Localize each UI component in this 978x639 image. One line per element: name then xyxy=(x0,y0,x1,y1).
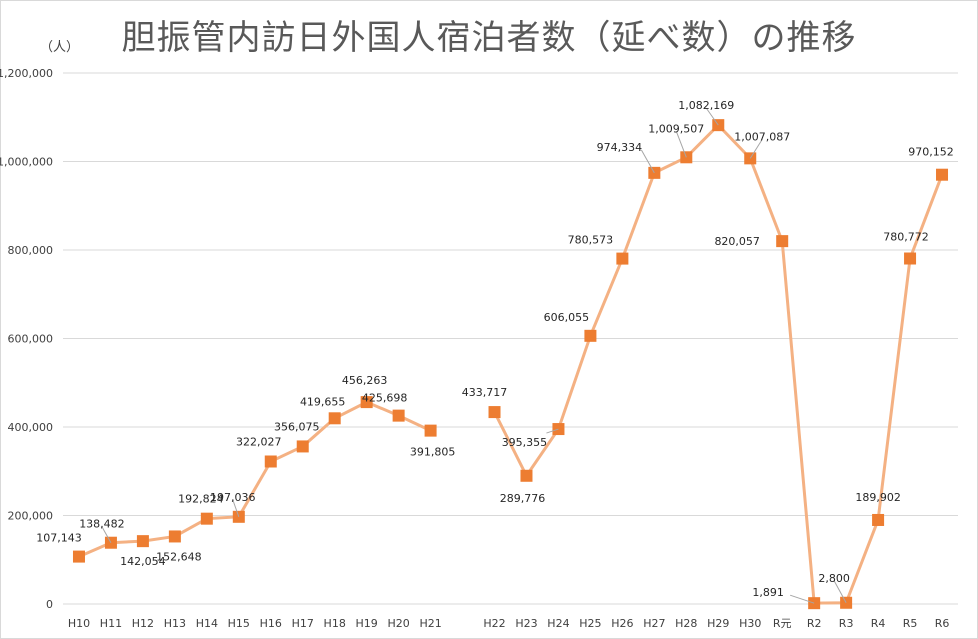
x-tick-label: H12 xyxy=(132,617,154,630)
data-point xyxy=(904,252,917,265)
x-tick-label: H26 xyxy=(611,617,633,630)
x-tick-label: H14 xyxy=(196,617,218,630)
data-label: 606,055 xyxy=(544,311,590,324)
data-point xyxy=(584,329,597,342)
data-point xyxy=(296,440,309,453)
data-label: 189,902 xyxy=(855,491,901,504)
x-tick-label: H20 xyxy=(387,617,409,630)
data-label: 197,036 xyxy=(210,491,256,504)
y-tick-label: 400,000 xyxy=(8,421,54,434)
label-leader xyxy=(790,594,815,604)
x-tick-label: R4 xyxy=(871,617,886,630)
data-point xyxy=(264,455,277,468)
data-label: 391,805 xyxy=(410,446,456,459)
label-leader xyxy=(640,149,655,174)
data-label: 425,698 xyxy=(362,392,408,405)
x-tick-label: H17 xyxy=(292,617,314,630)
x-tick-label: H18 xyxy=(324,617,346,630)
x-tick-label: R3 xyxy=(839,617,854,630)
data-label: 192,824 xyxy=(178,493,224,506)
data-label: 974,334 xyxy=(597,141,643,154)
chart-title: 胆振管内訪日外国人宿泊者数（延べ数）の推移 xyxy=(121,18,857,58)
x-tick-label: H10 xyxy=(68,617,90,630)
data-point xyxy=(328,412,341,425)
data-label: 395,355 xyxy=(502,436,548,449)
data-label: 433,717 xyxy=(462,386,508,399)
data-label: 138,482 xyxy=(79,518,125,531)
x-tick-label: H11 xyxy=(100,617,122,630)
data-label: 1,082,169 xyxy=(678,99,734,112)
data-point xyxy=(72,550,85,563)
data-label: 356,075 xyxy=(274,420,320,433)
x-tick-label: H13 xyxy=(164,617,186,630)
data-label: 142,054 xyxy=(120,555,166,568)
x-tick-label: R2 xyxy=(807,617,822,630)
x-tick-label: R5 xyxy=(903,617,918,630)
data-label: 1,891 xyxy=(752,586,784,599)
data-point xyxy=(776,235,789,248)
data-label: 780,573 xyxy=(568,234,614,247)
x-tick-label: H29 xyxy=(707,617,729,630)
x-tick-label: H15 xyxy=(228,617,250,630)
series-line xyxy=(78,400,432,558)
x-tick-label: R元 xyxy=(773,617,792,630)
x-tick-label: H28 xyxy=(675,617,697,630)
x-tick-label: H21 xyxy=(419,617,441,630)
data-point xyxy=(200,512,213,525)
y-tick-label: 1,000,000 xyxy=(0,156,53,169)
data-label: 970,152 xyxy=(908,146,954,159)
x-tick-label: H27 xyxy=(643,617,665,630)
x-tick-label: H24 xyxy=(547,617,569,630)
data-point xyxy=(488,406,501,419)
data-point xyxy=(360,396,373,409)
x-tick-label: H30 xyxy=(739,617,761,630)
data-label: 289,776 xyxy=(500,492,546,505)
data-point xyxy=(424,424,437,437)
data-label: 152,648 xyxy=(156,550,202,563)
data-point xyxy=(520,469,533,482)
data-label: 322,027 xyxy=(236,436,282,449)
data-point xyxy=(392,409,405,422)
data-point xyxy=(872,513,885,526)
y-tick-label: 200,000 xyxy=(8,510,54,523)
label-leader xyxy=(546,428,559,434)
data-label: 820,057 xyxy=(714,235,760,248)
data-label: 1,007,087 xyxy=(734,130,790,143)
data-label: 107,143 xyxy=(36,532,82,545)
data-point xyxy=(616,252,629,265)
x-tick-label: H16 xyxy=(260,617,282,630)
label-leader xyxy=(749,139,763,159)
data-label: 419,655 xyxy=(300,395,346,408)
x-tick-label: H25 xyxy=(579,617,601,630)
y-tick-label: 0 xyxy=(46,598,53,611)
data-label: 780,772 xyxy=(883,231,929,244)
x-tick-label: R6 xyxy=(935,617,950,630)
label-leader xyxy=(833,580,847,604)
y-unit-label: （人） xyxy=(40,40,80,55)
data-point xyxy=(136,535,149,548)
label-leader xyxy=(675,131,687,158)
y-tick-label: 800,000 xyxy=(8,244,54,257)
x-tick-label: H23 xyxy=(515,617,537,630)
y-tick-label: 600,000 xyxy=(8,333,54,346)
series-line xyxy=(493,123,944,605)
label-leader xyxy=(232,499,240,517)
data-label: 1,009,507 xyxy=(648,122,704,135)
label-leader xyxy=(705,107,719,126)
x-tick-label: H22 xyxy=(483,617,505,630)
x-tick-label: H19 xyxy=(356,617,378,630)
data-label: 456,263 xyxy=(342,374,388,387)
data-point xyxy=(712,119,725,132)
label-leader xyxy=(101,526,112,543)
data-point xyxy=(936,168,949,181)
data-label: 2,800 xyxy=(818,572,850,585)
data-point xyxy=(168,530,181,543)
y-tick-label: 1,200,000 xyxy=(0,67,53,80)
